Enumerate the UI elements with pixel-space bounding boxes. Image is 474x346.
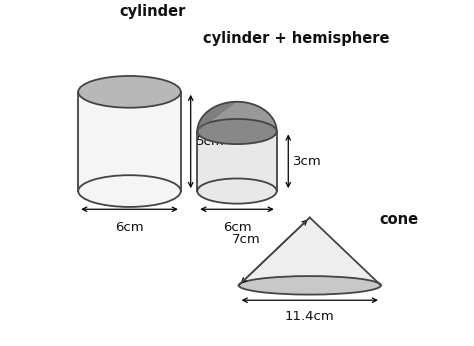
Ellipse shape <box>197 119 277 144</box>
Polygon shape <box>197 131 277 191</box>
Text: 11.4cm: 11.4cm <box>285 310 335 323</box>
Text: cylinder + hemisphere: cylinder + hemisphere <box>203 30 390 46</box>
Ellipse shape <box>78 76 181 108</box>
Polygon shape <box>78 92 181 191</box>
Text: 5cm: 5cm <box>196 135 224 148</box>
Text: 7cm: 7cm <box>232 234 261 246</box>
Text: 6cm: 6cm <box>223 221 251 234</box>
Ellipse shape <box>78 175 181 207</box>
Ellipse shape <box>238 276 381 294</box>
Polygon shape <box>197 102 237 131</box>
Polygon shape <box>197 102 277 131</box>
Text: 3cm: 3cm <box>293 155 322 168</box>
Text: cylinder: cylinder <box>119 4 186 19</box>
Text: cone: cone <box>379 212 419 227</box>
Text: 6cm: 6cm <box>115 221 144 234</box>
Polygon shape <box>238 218 381 285</box>
Ellipse shape <box>197 179 277 204</box>
